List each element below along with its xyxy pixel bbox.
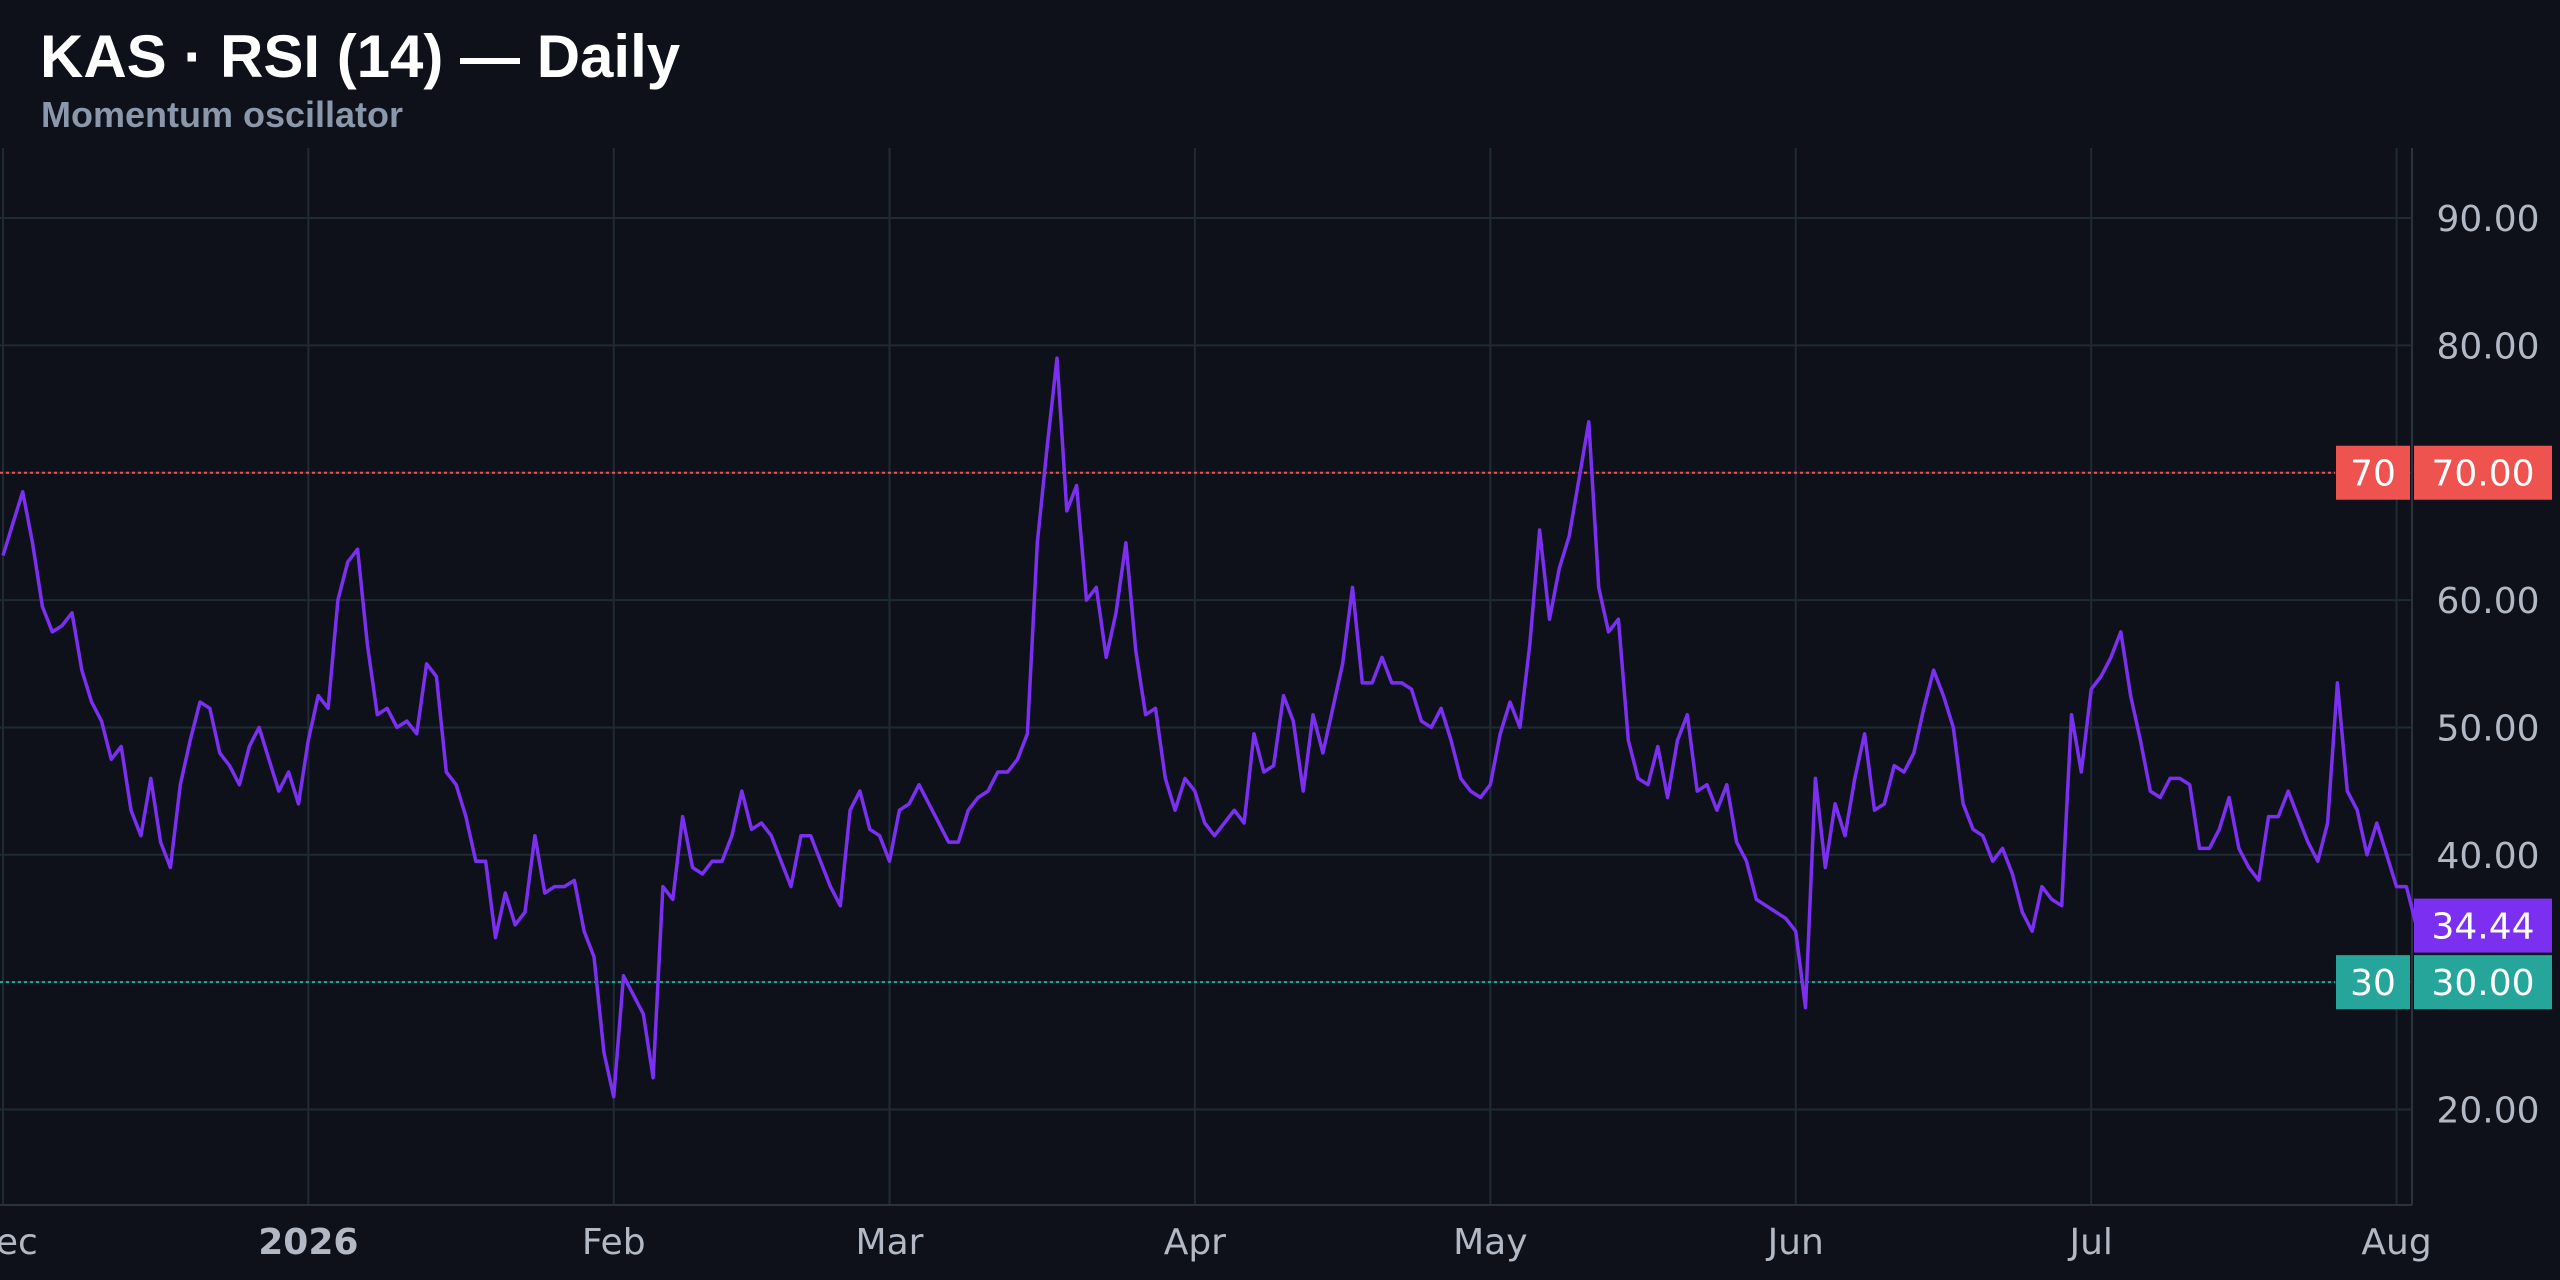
x-tick-label: Jun xyxy=(1766,1222,1824,1263)
level-tags: 70 70.00 30 30.00 34.44 xyxy=(2336,445,2552,1010)
x-tick-label: Feb xyxy=(582,1222,646,1263)
time-scale[interactable]: Dec 2026 Feb Mar Apr May Jun Jul Aug xyxy=(0,1222,2432,1263)
x-tick-label: Dec xyxy=(0,1222,38,1263)
oversold-short-tag xyxy=(2336,955,2410,1010)
x-tick-label: May xyxy=(1453,1222,1527,1263)
oversold-value-tag xyxy=(2414,955,2552,1010)
rsi-series xyxy=(1,356,2418,1099)
y-tick-label: 50.00 xyxy=(2436,708,2539,749)
x-tick-label: 2026 xyxy=(258,1222,358,1263)
x-tick-label: Apr xyxy=(1164,1222,1226,1263)
y-tick-label: 60.00 xyxy=(2436,581,2539,622)
oversold-short-tag-label: 30 xyxy=(2350,963,2396,1004)
overbought-short-tag xyxy=(2336,445,2410,500)
y-tick-label: 20.00 xyxy=(2436,1090,2539,1131)
y-tick-label: 90.00 xyxy=(2436,199,2539,240)
rsi-line xyxy=(1,356,2418,1099)
overbought-short-tag-label: 70 xyxy=(2350,454,2396,495)
x-tick-label: Aug xyxy=(2361,1222,2431,1263)
overbought-value-tag-label: 70.00 xyxy=(2431,454,2534,495)
oversold-value-tag-label: 30.00 xyxy=(2431,963,2534,1004)
x-tick-label: Mar xyxy=(856,1222,924,1263)
y-tick-label: 80.00 xyxy=(2436,326,2539,367)
x-tick-label: Jul xyxy=(2067,1222,2112,1263)
chart-subtitle: Momentum oscillator xyxy=(41,94,404,135)
level-lines xyxy=(0,471,2335,984)
y-tick-label: 40.00 xyxy=(2436,836,2539,877)
overbought-value-tag xyxy=(2414,445,2552,500)
last-value-tag xyxy=(2414,898,2552,953)
chart-title: KAS · RSI (14) — Daily xyxy=(40,23,681,90)
grid-lines xyxy=(0,148,2413,1206)
last-value-label: 34.44 xyxy=(2431,907,2534,948)
